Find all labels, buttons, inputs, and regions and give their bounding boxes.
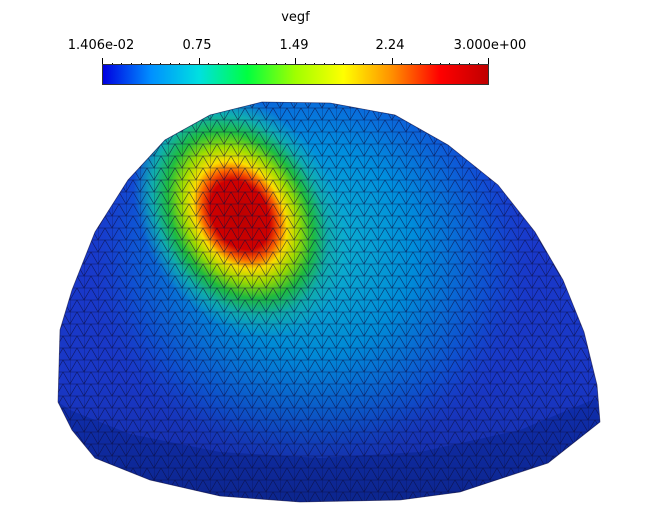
scalar-bar-gradient xyxy=(102,64,489,85)
scalar-bar-label-1: 0.75 xyxy=(182,38,212,53)
scalar-bar-label-max: 3.000e+00 xyxy=(453,38,527,53)
scalar-bar-label-min: 1.406e-02 xyxy=(67,38,135,53)
scalar-bar-label-3: 2.24 xyxy=(375,38,405,53)
scalar-bar-label-2: 1.49 xyxy=(279,38,309,53)
scalar-bar-title: vegf xyxy=(281,10,310,25)
